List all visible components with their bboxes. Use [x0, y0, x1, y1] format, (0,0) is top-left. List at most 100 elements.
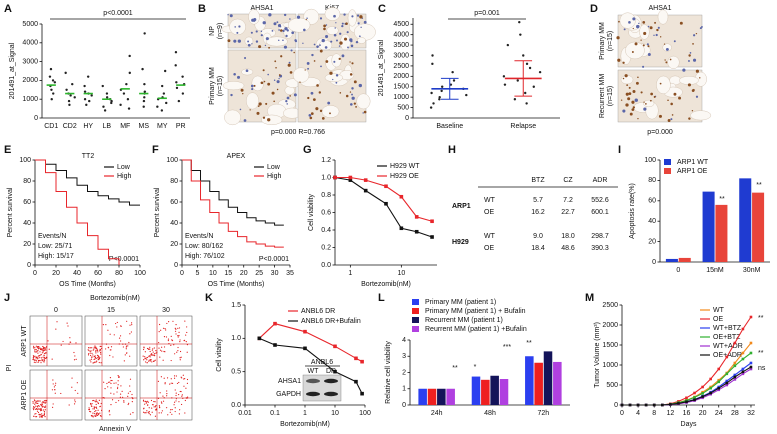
x-tick-label: 24 — [715, 410, 723, 417]
micrograph-nucleus — [293, 51, 295, 54]
flow-event — [37, 352, 39, 354]
flow-event — [39, 347, 41, 349]
flow-event — [181, 395, 183, 397]
annotation: ** — [452, 365, 458, 372]
flow-plot — [29, 369, 83, 421]
micrograph-nucleus — [631, 108, 635, 111]
y-tick-label: 1000 — [22, 96, 38, 103]
flow-event — [34, 402, 36, 404]
flow-event — [177, 327, 179, 329]
data-point — [257, 336, 262, 341]
micrograph-nucleus — [273, 22, 277, 26]
series-line — [35, 159, 120, 265]
flow-event — [95, 403, 97, 406]
x-tick-label: 15 — [224, 270, 232, 277]
micrograph-nucleus — [624, 74, 628, 78]
flow-event — [35, 408, 38, 410]
annotation: Low: 80/162 — [185, 243, 223, 250]
micrograph-nucleus — [289, 95, 291, 97]
data-point — [105, 96, 109, 99]
flow-event — [163, 346, 166, 348]
flow-event — [164, 383, 166, 385]
y-tick-label: 4 — [402, 337, 406, 344]
panel-letter: D — [590, 3, 598, 15]
flow-event — [146, 410, 148, 412]
micrograph-nucleus — [262, 69, 265, 72]
flow-event — [128, 402, 130, 404]
flow-event — [178, 331, 180, 333]
micrograph-nucleus — [287, 63, 291, 67]
flow-event — [95, 347, 97, 350]
data-point — [440, 85, 444, 88]
table-cell: 5.7 — [533, 197, 543, 204]
flow-event — [166, 322, 168, 325]
micrograph-nucleus — [642, 65, 645, 68]
table-header: BTZ — [531, 177, 545, 184]
micrograph-nucleus — [682, 68, 686, 72]
x-tick-label: PR — [176, 123, 186, 130]
flow-event — [43, 359, 46, 361]
x-tick-label: 80 — [115, 270, 123, 277]
data-point — [143, 96, 146, 99]
flow-event — [177, 336, 179, 338]
data-point — [741, 372, 745, 376]
flow-event — [179, 409, 181, 411]
micrograph-nucleus — [338, 45, 341, 47]
flow-event — [96, 407, 98, 409]
flow-event — [109, 381, 111, 383]
legend-swatch — [664, 168, 671, 174]
flow-event — [185, 387, 187, 389]
flow-event — [53, 386, 55, 388]
micrograph-nucleus — [355, 106, 357, 108]
micrograph-cell — [224, 109, 241, 126]
bar — [543, 351, 553, 405]
micrograph-nucleus — [349, 73, 353, 76]
flow-event — [123, 400, 125, 402]
micrograph-cell — [662, 43, 672, 52]
table-row-label: WT — [484, 233, 496, 240]
y-tick-label: 0.6 — [321, 209, 331, 216]
data-point — [749, 315, 753, 319]
micrograph-nucleus — [625, 92, 629, 96]
flow-event — [164, 351, 166, 353]
micrograph-nucleus — [357, 22, 360, 25]
data-point — [69, 94, 72, 97]
flow-event — [45, 401, 47, 403]
flow-event — [143, 359, 145, 361]
bar — [490, 375, 499, 405]
flow-event — [102, 324, 105, 326]
legend-label: OE+BTZ — [713, 334, 741, 341]
micrograph-nucleus — [345, 22, 348, 25]
flow-event — [110, 379, 112, 382]
x-tick-label: 30nM — [743, 267, 761, 274]
data-point — [126, 98, 130, 101]
axis-label: Bortezomib(nM) — [361, 281, 411, 288]
flow-event — [37, 355, 40, 357]
flow-event — [34, 403, 36, 405]
column-label: 0 — [54, 307, 58, 314]
data-point — [620, 403, 624, 407]
legend-swatch — [412, 326, 419, 332]
flow-event — [92, 349, 94, 351]
micrograph-nucleus — [647, 25, 650, 28]
micrograph-nucleus — [688, 60, 690, 62]
flow-event — [32, 358, 35, 360]
data-point — [693, 398, 696, 402]
micrograph-nucleus — [349, 38, 353, 42]
panel-letter: J — [4, 292, 10, 304]
legend-label: ANBL6 DR+Bufalin — [301, 318, 361, 325]
table-cell: 9.0 — [533, 233, 543, 240]
flow-event — [144, 358, 146, 360]
micrograph-nucleus — [230, 93, 233, 97]
flow-event — [95, 352, 97, 354]
data-point — [733, 378, 737, 381]
flow-event — [90, 405, 93, 407]
micrograph-nucleus — [250, 31, 253, 34]
micrograph-nucleus — [311, 53, 314, 57]
data-point — [51, 79, 55, 82]
flow-event — [55, 328, 57, 330]
x-tick-label: 10 — [397, 270, 405, 277]
y-tick-label: 4000 — [393, 32, 409, 39]
flow-event — [89, 350, 91, 352]
